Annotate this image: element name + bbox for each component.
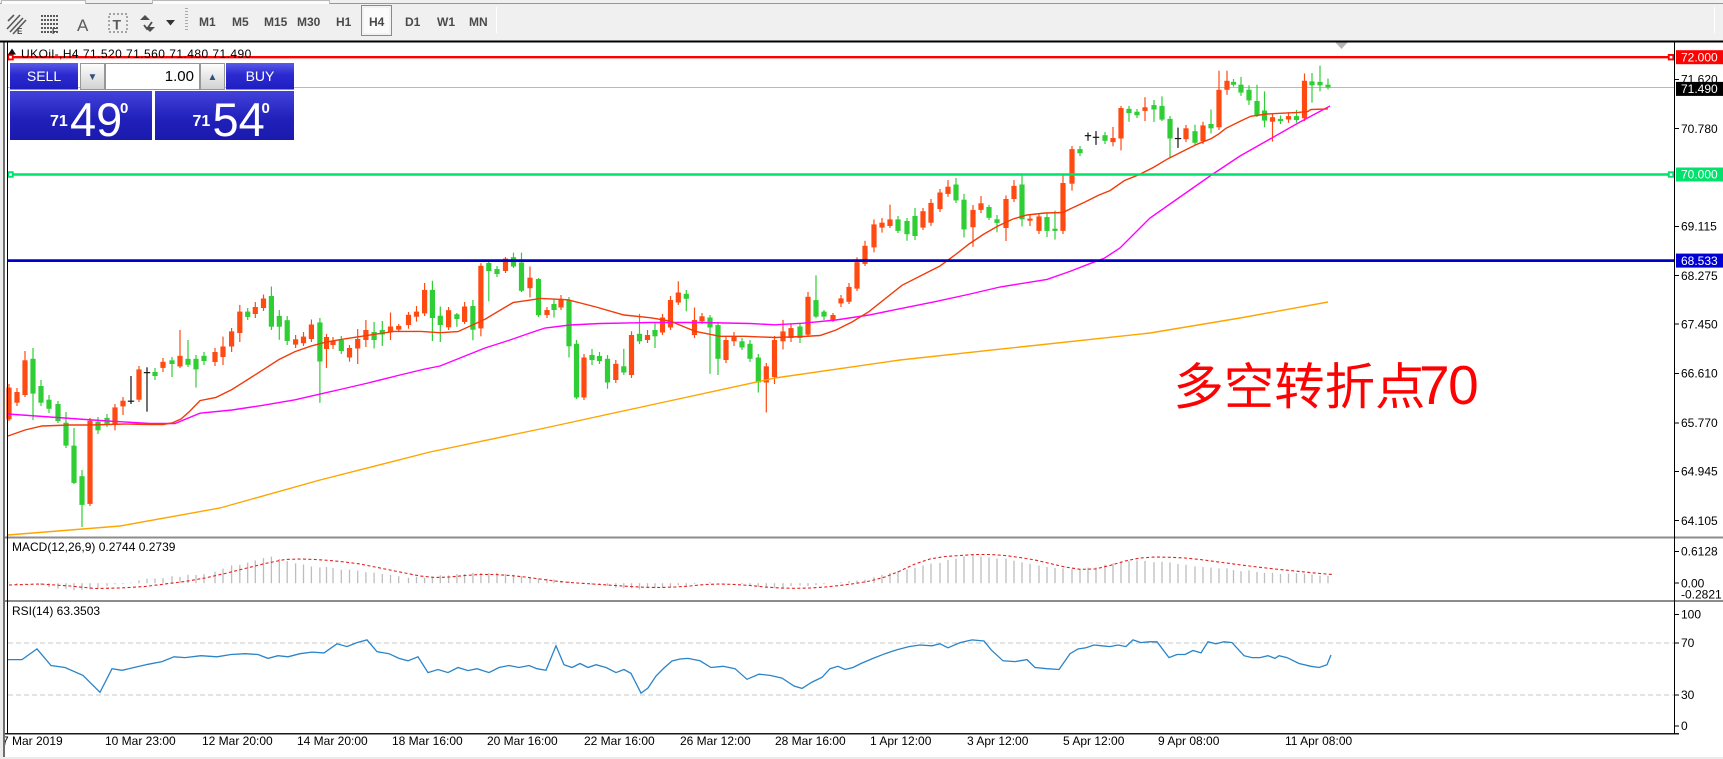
svg-text:64.945: 64.945 bbox=[1681, 465, 1718, 479]
svg-text:11 Apr 08:00: 11 Apr 08:00 bbox=[1285, 734, 1352, 748]
svg-text:26 Mar 12:00: 26 Mar 12:00 bbox=[680, 734, 751, 748]
svg-text:9 Apr 08:00: 9 Apr 08:00 bbox=[1158, 734, 1220, 748]
svg-text:22 Mar 16:00: 22 Mar 16:00 bbox=[584, 734, 655, 748]
svg-text:UKOil-,H4 71.520 71.560 71.48: UKOil-,H4 71.520 71.560 71.480 71.490 bbox=[21, 47, 252, 61]
svg-text:68.275: 68.275 bbox=[1681, 269, 1718, 283]
svg-text:RSI(14) 63.3503: RSI(14) 63.3503 bbox=[12, 604, 100, 618]
svg-text:14 Mar 20:00: 14 Mar 20:00 bbox=[297, 734, 368, 748]
svg-text:71.490: 71.490 bbox=[1681, 82, 1718, 96]
svg-text:70.780: 70.780 bbox=[1681, 122, 1718, 136]
svg-text:A: A bbox=[77, 16, 89, 35]
svg-text:28 Mar 16:00: 28 Mar 16:00 bbox=[775, 734, 846, 748]
svg-text:64.105: 64.105 bbox=[1681, 514, 1718, 528]
svg-text:70.000: 70.000 bbox=[1681, 168, 1718, 182]
svg-text:65.770: 65.770 bbox=[1681, 416, 1718, 430]
svg-text:20 Mar 16:00: 20 Mar 16:00 bbox=[487, 734, 558, 748]
svg-text:E: E bbox=[17, 27, 23, 36]
svg-text:1 Apr 12:00: 1 Apr 12:00 bbox=[870, 734, 932, 748]
svg-text:0: 0 bbox=[1681, 719, 1688, 733]
svg-text:30: 30 bbox=[1681, 688, 1695, 702]
svg-text:70: 70 bbox=[1419, 354, 1477, 416]
svg-text:-0.2821: -0.2821 bbox=[1681, 588, 1722, 602]
svg-text:F: F bbox=[52, 27, 57, 36]
svg-text:67.450: 67.450 bbox=[1681, 317, 1718, 331]
svg-text:12 Mar 20:00: 12 Mar 20:00 bbox=[202, 734, 273, 748]
svg-text:72.000: 72.000 bbox=[1681, 50, 1718, 64]
svg-text:T: T bbox=[113, 17, 122, 33]
svg-text:70: 70 bbox=[1681, 636, 1695, 650]
svg-text:68.533: 68.533 bbox=[1681, 254, 1718, 268]
svg-text:0.6128: 0.6128 bbox=[1681, 545, 1718, 559]
svg-text:0.00: 0.00 bbox=[1681, 576, 1705, 590]
svg-text:5 Apr 12:00: 5 Apr 12:00 bbox=[1063, 734, 1125, 748]
svg-text:3 Apr 12:00: 3 Apr 12:00 bbox=[967, 734, 1029, 748]
svg-text:10 Mar 23:00: 10 Mar 23:00 bbox=[105, 734, 176, 748]
svg-text:100: 100 bbox=[1681, 608, 1701, 622]
svg-text:69.115: 69.115 bbox=[1681, 220, 1717, 234]
svg-text:18 Mar 16:00: 18 Mar 16:00 bbox=[392, 734, 463, 748]
svg-text:MACD(12,26,9) 0.2744 0.2739: MACD(12,26,9) 0.2744 0.2739 bbox=[12, 540, 176, 554]
svg-text:7 Mar 2019: 7 Mar 2019 bbox=[2, 734, 63, 748]
svg-text:66.610: 66.610 bbox=[1681, 367, 1718, 381]
